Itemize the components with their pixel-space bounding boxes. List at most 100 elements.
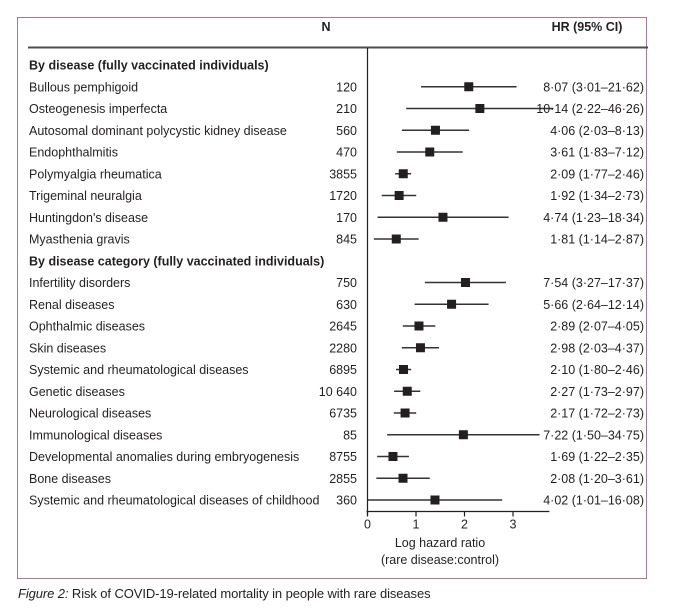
hr-marker <box>460 278 470 287</box>
hr-marker <box>425 147 435 157</box>
forest-row: Systemic and rheumatological diseases 689… <box>29 363 644 377</box>
row-label: Systemic and rheumatological diseases of… <box>29 494 319 508</box>
row-hr-ci: 3·61 (1·83–7·12) <box>550 146 644 160</box>
row-label: Genetic diseases <box>29 385 125 399</box>
row-label: Neurological diseases <box>29 407 151 421</box>
hr-marker <box>458 430 468 440</box>
row-label: Bullous pemphigoid <box>29 80 138 94</box>
row-hr-ci: 4·06 (2·03–8·13) <box>550 124 644 138</box>
row-n: 120 <box>336 80 357 94</box>
row-label: Myasthenia gravis <box>29 233 130 247</box>
forest-row: Infertility disorders 750 7·54 (3·27–17·37… <box>29 276 644 290</box>
row-label: Skin diseases <box>29 341 106 355</box>
forest-row: Autosomal dominant polycystic kidney dis… <box>29 124 644 138</box>
forest-row: Endophthalmitis 470 3·61 (1·83–7·12) <box>29 146 644 160</box>
forest-row: Immunological diseases 85 7·22 (1·50–34·75… <box>29 428 644 442</box>
row-hr-ci: 1·81 (1·14–2·87) <box>550 233 644 247</box>
x-tick-label: 1 <box>413 518 420 532</box>
row-label: Polymyalgia rheumatica <box>29 167 162 181</box>
row-hr-ci: 2·09 (1·77–2·46) <box>550 167 644 181</box>
row-label: Autosomal dominant polycystic kidney dis… <box>29 124 287 138</box>
row-label: Immunological diseases <box>29 428 162 442</box>
hr-marker <box>438 212 448 222</box>
row-label: Developmental anomalies during embryogen… <box>29 450 299 464</box>
x-tick-label: 0 <box>364 518 371 532</box>
forest-row: Skin diseases 2280 2·98 (2·03–4·37) <box>29 341 644 355</box>
row-label: Osteogenesis imperfecta <box>29 102 167 116</box>
forest-rows: By disease (fully vaccinated individuals… <box>29 59 644 508</box>
forest-row: Myasthenia gravis 845 1·81 (1·14–2·87) <box>29 233 644 247</box>
forest-row: Renal diseases 630 5·66 (2·64–12·14) <box>29 298 644 312</box>
row-hr-ci: 2·10 (1·80–2·46) <box>550 363 644 377</box>
forest-row: Bullous pemphigoid 120 8·07 (3·01–21·62) <box>29 80 644 94</box>
row-label: Bone diseases <box>29 472 111 486</box>
row-hr-ci: 1·69 (1·22–2·35) <box>550 450 644 464</box>
row-hr-ci: 4·74 (1·23–18·34) <box>543 211 644 225</box>
row-n: 360 <box>336 494 357 508</box>
row-n: 3855 <box>329 167 357 181</box>
row-n: 170 <box>336 211 357 225</box>
row-hr-ci: 2·27 (1·73–2·97) <box>550 385 644 399</box>
figure-label: Figure 2: <box>18 586 69 601</box>
row-hr-ci: 10·14 (2·22–46·26) <box>536 102 644 116</box>
row-hr-ci: 2·17 (1·72–2·73) <box>550 407 644 421</box>
row-label: Huntingdon's disease <box>29 211 148 225</box>
row-label: Endophthalmitis <box>29 146 118 160</box>
x-tick-label: 3 <box>510 518 517 532</box>
hr-marker <box>398 473 408 483</box>
hr-marker <box>388 452 398 461</box>
row-hr-ci: 2·08 (1·20–3·61) <box>550 472 644 486</box>
row-n: 845 <box>336 233 357 247</box>
row-n: 470 <box>336 146 357 160</box>
forest-row: Neurological diseases 6735 2·17 (1·72–2·73… <box>29 407 644 421</box>
hr-marker <box>391 234 401 244</box>
row-n: 85 <box>343 428 357 442</box>
forest-row: Genetic diseases 10 640 2·27 (1·73–2·97) <box>29 385 644 399</box>
row-n: 630 <box>336 298 357 312</box>
forest-row: Ophthalmic diseases 2645 2·89 (2·07–4·05) <box>29 320 644 334</box>
hr-marker <box>430 495 440 505</box>
row-label: Trigeminal neuralgia <box>29 189 142 203</box>
figure-caption: Figure 2: Risk of COVID-19-related morta… <box>18 586 431 601</box>
forest-row: Huntingdon's disease 170 4·74 (1·23–18·34) <box>29 211 644 225</box>
forest-row: Bone diseases 2855 2·08 (1·20–3·61) <box>29 472 644 486</box>
hr-marker <box>414 321 424 331</box>
row-n: 2280 <box>329 341 357 355</box>
row-n: 750 <box>336 276 357 290</box>
row-hr-ci: 2·89 (2·07–4·05) <box>550 320 644 334</box>
row-n: 560 <box>336 124 357 138</box>
row-hr-ci: 8·07 (3·01–21·62) <box>543 80 644 94</box>
forest-row: Systemic and rheumatological diseases of… <box>29 494 644 508</box>
x-axis-sublabel: (rare disease:control) <box>381 553 499 567</box>
forest-row: Osteogenesis imperfecta 210 10·14 (2·22–46… <box>29 102 644 116</box>
hr-marker <box>402 386 412 396</box>
row-hr-ci: 1·92 (1·34–2·73) <box>550 189 644 203</box>
hr-marker <box>398 169 408 179</box>
row-n: 210 <box>336 102 357 116</box>
hr-marker <box>475 104 485 113</box>
forest-row: Developmental anomalies during embryogen… <box>29 450 644 464</box>
figure-frame <box>17 17 647 579</box>
group-heading: By disease category (fully vaccinated in… <box>29 254 324 268</box>
hr-marker <box>398 365 408 374</box>
hr-marker <box>400 408 410 418</box>
row-label: Renal diseases <box>29 298 114 312</box>
figure-caption-text: Risk of COVID-19-related mortality in pe… <box>68 586 431 601</box>
row-n: 6895 <box>329 363 357 377</box>
row-n: 1720 <box>329 189 357 203</box>
row-label: Infertility disorders <box>29 276 130 290</box>
x-tick-label: 2 <box>461 518 468 532</box>
hr-marker <box>447 299 457 309</box>
x-axis-label: Log hazard ratio <box>395 536 485 550</box>
row-n: 2645 <box>329 320 357 334</box>
forest-row: Polymyalgia rheumatica 3855 2·09 (1·77–2·4… <box>29 167 644 181</box>
row-n: 8755 <box>329 450 357 464</box>
row-hr-ci: 7·22 (1·50–34·75) <box>543 428 644 442</box>
row-n: 2855 <box>329 472 357 486</box>
group-heading: By disease (fully vaccinated individuals… <box>29 59 269 73</box>
row-n: 10 640 <box>319 385 357 399</box>
row-hr-ci: 2·98 (2·03–4·37) <box>550 341 644 355</box>
hr-marker <box>394 191 404 200</box>
row-label: Systemic and rheumatological diseases <box>29 363 249 377</box>
